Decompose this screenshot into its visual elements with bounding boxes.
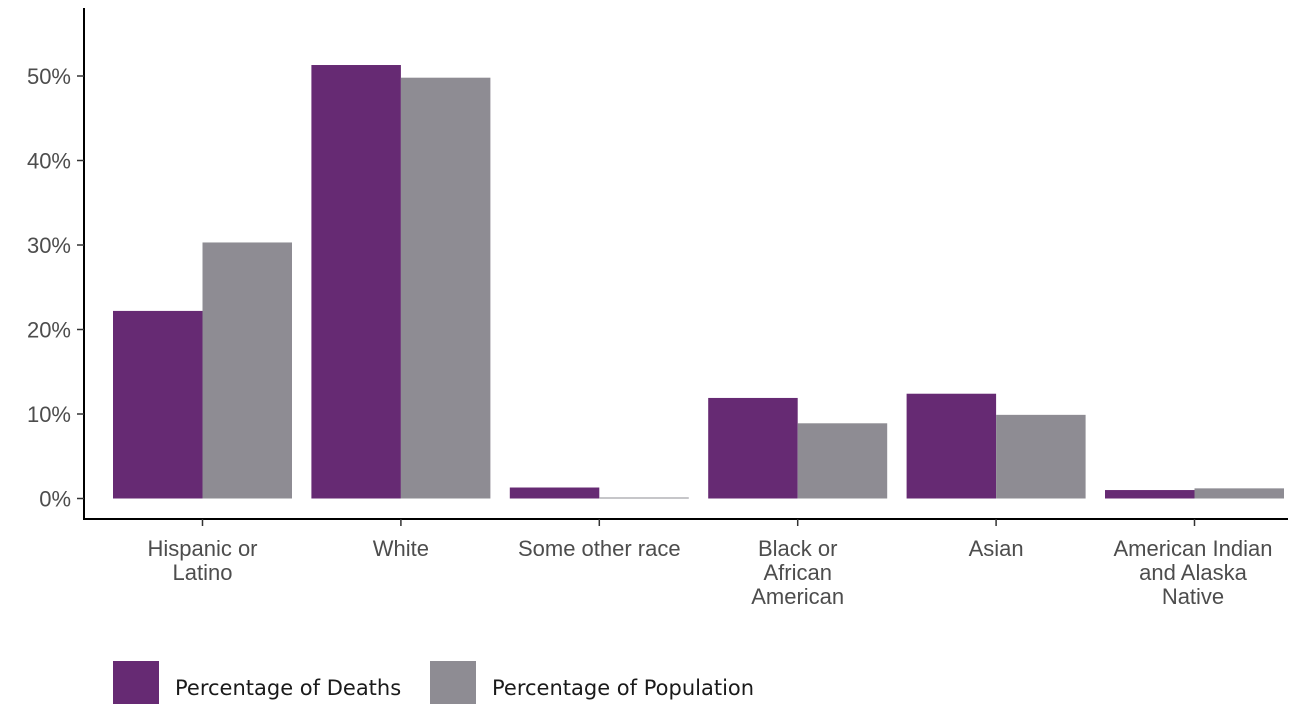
y-tick-label: 50% [27,64,71,89]
x-tick-label: Some other race [518,536,681,561]
x-tick-label: Asian [969,536,1024,561]
bar-deaths [509,487,600,499]
y-tick-label: 0% [39,487,71,512]
legend-label: Percentage of Population [492,676,754,700]
legend-label: Percentage of Deaths [175,676,401,700]
bar-deaths [311,65,401,499]
x-tick-label: Black or African American [751,536,844,609]
bar-population [202,242,292,499]
bar-population [797,423,888,499]
legend-swatch [113,661,159,704]
y-tick-label: 30% [27,233,71,258]
bars [113,65,1284,499]
bar-population [1194,488,1284,499]
y-axis: 0% 10% 20% 30% 40% 50% [27,8,85,519]
bar-deaths [1105,490,1195,499]
bar-deaths [708,397,798,499]
bar-deaths [113,310,203,499]
bar-population [996,414,1086,499]
x-tick-label: American Indian and Alaska Native [1114,536,1273,609]
bar-population [400,77,491,499]
y-tick-label: 20% [27,318,71,343]
bar-deaths [906,393,997,499]
x-tick-label: White [373,536,429,561]
y-tick-label: 40% [27,149,71,174]
bar-population [599,497,689,499]
x-axis: Hispanic or Latino White Some other race Bla… [83,518,1288,609]
legend-swatch [430,661,476,704]
legend: Percentage of Deaths Percentage of Popula… [113,661,754,704]
y-tick-label: 10% [27,402,71,427]
x-tick-label: Hispanic or Latino [147,536,257,585]
